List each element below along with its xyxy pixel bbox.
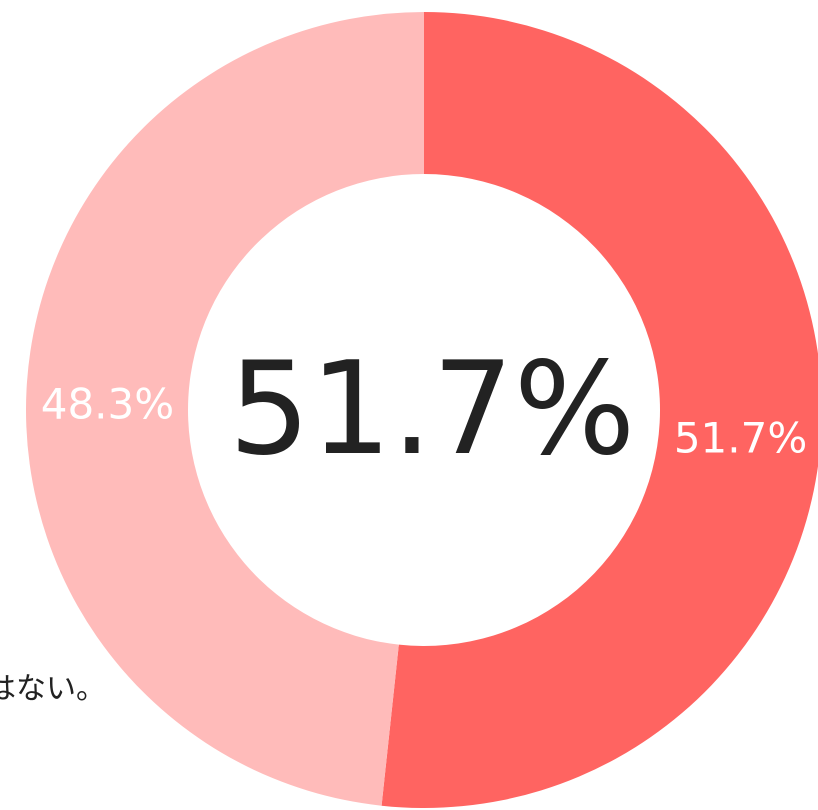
donut-segment	[381, 12, 818, 808]
data-label: 48.3%	[41, 380, 174, 429]
donut-segment	[26, 12, 424, 806]
data-label: 51.7%	[674, 413, 807, 462]
donut	[26, 12, 818, 808]
side-text: はない。	[0, 672, 106, 707]
center-label: 51.7%	[229, 335, 636, 484]
